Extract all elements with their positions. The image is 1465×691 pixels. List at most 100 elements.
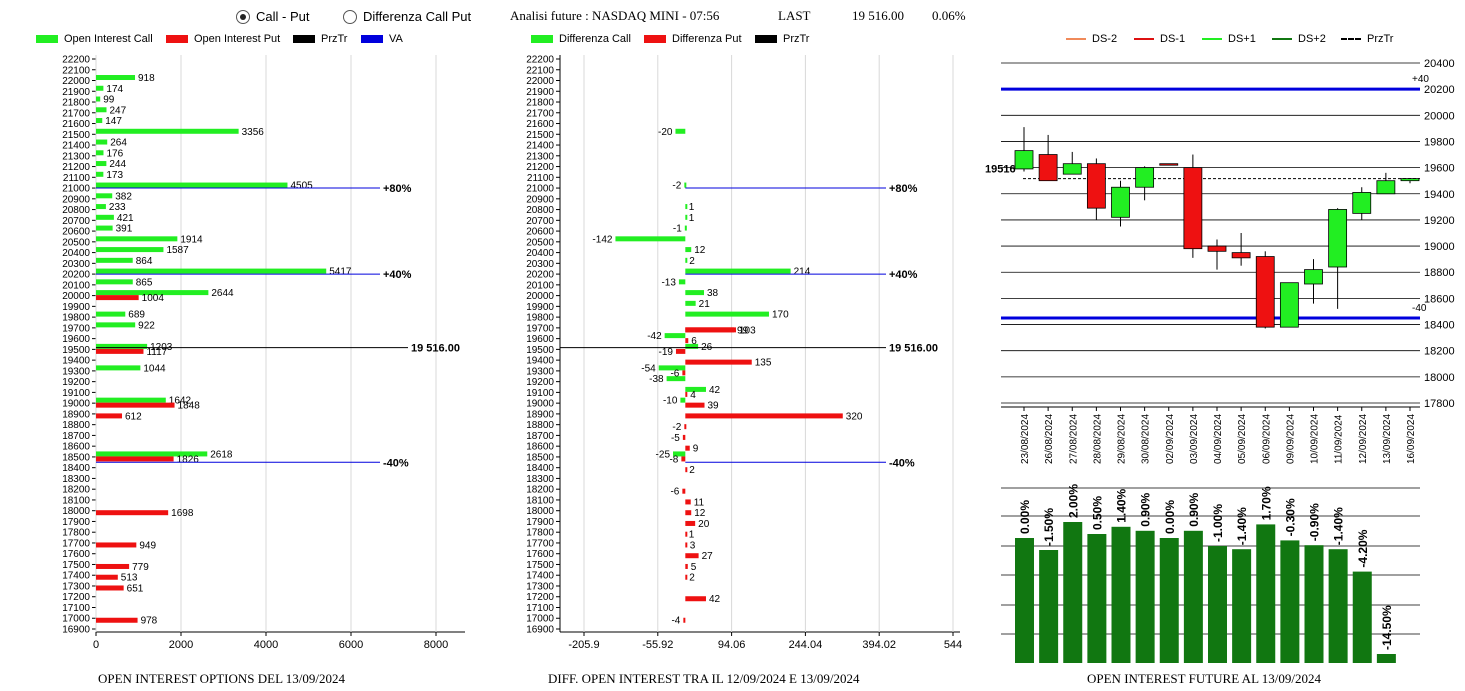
- diff-y-tick-label: 17200: [526, 592, 554, 603]
- oi-bar-label: 233: [109, 202, 126, 213]
- oi-bar-call: [96, 139, 108, 145]
- diff-y-tick-label: 21700: [526, 108, 554, 119]
- diff-bar-call: [675, 128, 686, 134]
- oi-bar-label: 1826: [177, 454, 200, 465]
- oi-bar-label: 1698: [171, 508, 194, 519]
- oi-bar-label: 247: [109, 105, 126, 116]
- candle-x-tick-label: 26/08/2024: [1044, 414, 1055, 464]
- diff-bar-label: -6: [670, 368, 679, 379]
- oi-y-tick-label: 22100: [62, 65, 90, 76]
- diff-bar-label: -2: [672, 181, 681, 192]
- diff-bar-label: 20: [698, 519, 710, 530]
- diff-bar-label: 39: [708, 401, 720, 412]
- diff-bar-label: -142: [592, 234, 612, 245]
- candle-down: [1159, 163, 1179, 166]
- future-bar: [1232, 549, 1252, 663]
- radio-differenza[interactable]: Differenza Call Put: [343, 9, 471, 24]
- legend-swatch-call: [36, 35, 58, 43]
- diff-y-tick-label: 21000: [526, 184, 554, 195]
- oi-y-tick-label: 21800: [62, 98, 90, 109]
- oi-bar-label: 421: [117, 213, 134, 224]
- candle-up: [1279, 282, 1299, 328]
- oi-bar-call: [96, 85, 104, 91]
- diff-bar-call: [685, 268, 791, 274]
- candle-down: [1207, 245, 1227, 252]
- oi-y-tick-label: 22200: [62, 55, 90, 66]
- diff-y-tick-label: 19500: [526, 345, 554, 356]
- diff-y-tick-label: 17400: [526, 571, 554, 582]
- future-bar-label: 0.50%: [1090, 496, 1104, 530]
- oi-bar-put: [96, 617, 138, 623]
- oi-bar-label: 1914: [180, 234, 203, 245]
- candle-x-tick-label: 30/08/2024: [1141, 414, 1152, 464]
- oi-y-tick-label: 16900: [62, 625, 90, 636]
- candle-up: [1304, 269, 1323, 285]
- oi-bar-label: 382: [115, 191, 132, 202]
- candle-x-tick-label: 02/09/2024: [1165, 414, 1176, 464]
- oi-bar-label: 1642: [169, 396, 192, 407]
- diff-y-tick-label: 21200: [526, 162, 554, 173]
- legend-prztr: PrzTr: [293, 33, 347, 45]
- oi-y-tick-label: 20400: [62, 248, 90, 259]
- oi-y-tick-label: 18000: [62, 506, 90, 517]
- legend-prztr-label: PrzTr: [321, 33, 348, 45]
- candle-price-label: 19516: [985, 164, 1016, 176]
- diff-bar-label: 135: [755, 358, 772, 369]
- radio-call-put[interactable]: Call - Put: [236, 9, 309, 24]
- radio-selected-icon[interactable]: [236, 9, 250, 24]
- oi-bar-call: [96, 343, 148, 349]
- diff-bar-call: [684, 225, 687, 231]
- diff-y-tick-label: 18800: [526, 420, 554, 431]
- oi-bar-put: [96, 295, 139, 301]
- legend-oi-call-label: Open Interest Call: [64, 33, 153, 45]
- oi-va-label: +80%: [383, 183, 412, 195]
- diff-y-tick-label: 19100: [526, 388, 554, 399]
- legend-ds+1-label: DS+1: [1228, 33, 1256, 45]
- candle-x-tick-label: 09/09/2024: [1285, 414, 1296, 464]
- oi-y-tick-label: 20300: [62, 259, 90, 270]
- oi-bar-call: [96, 451, 208, 457]
- diff-bar-call: [664, 333, 686, 339]
- diff-bar-label: 11: [694, 497, 705, 508]
- diff-bar-put: [685, 499, 691, 505]
- legend-oi-put: Open Interest Put: [166, 33, 280, 45]
- diff-bar-put: [685, 445, 690, 451]
- candle-y-tick-label: 19000: [1424, 241, 1455, 253]
- diff-bar-label: -54: [641, 363, 656, 374]
- diff-y-tick-label: 18100: [526, 495, 554, 506]
- oi-bar-call: [96, 171, 104, 177]
- diff-x-tick-label: -55.92: [642, 639, 673, 651]
- candle-x-tick-label: 16/09/2024: [1406, 414, 1417, 464]
- diff-bar-call: [685, 343, 699, 349]
- oi-y-tick-label: 17400: [62, 571, 90, 582]
- diff-y-tick-label: 19000: [526, 399, 554, 410]
- diff-prztr-label: 19 516.00: [889, 343, 938, 355]
- legend-swatch-put: [166, 35, 188, 43]
- radio-unselected-icon[interactable]: [343, 9, 357, 24]
- legend-oi-put-label: Open Interest Put: [194, 33, 281, 45]
- oi-bar-label: 949: [139, 540, 156, 551]
- diff-bar-put: [683, 617, 686, 623]
- diff-x-tick-label: 394.02: [862, 639, 896, 651]
- oi-y-tick-label: 17100: [62, 603, 90, 614]
- oi-y-tick-label: 21900: [62, 87, 90, 98]
- future-bar-label: -1.00%: [1211, 504, 1225, 542]
- diff-y-tick-label: 17600: [526, 549, 554, 560]
- oi-prztr-label: 19 516.00: [411, 343, 460, 355]
- future-bar: [1183, 530, 1203, 663]
- oi-bar-label: 3356: [242, 127, 265, 138]
- oi-y-tick-label: 18700: [62, 431, 90, 442]
- candle-x-tick-label: 13/09/2024: [1382, 414, 1393, 464]
- oi-y-tick-label: 18600: [62, 442, 90, 453]
- oi-y-tick-label: 17900: [62, 517, 90, 528]
- oi-bar-put: [96, 413, 123, 419]
- diff-bar-label: 12: [694, 245, 706, 256]
- diff-bar-label: 9: [693, 444, 699, 455]
- candle-x-tick-label: 23/08/2024: [1020, 414, 1031, 464]
- oi-bar-label: 391: [116, 224, 133, 235]
- diff-bar-call: [685, 386, 706, 392]
- oi-y-tick-label: 19300: [62, 366, 90, 377]
- oi-va-label: -40%: [383, 457, 409, 469]
- diff-y-tick-label: 19600: [526, 334, 554, 345]
